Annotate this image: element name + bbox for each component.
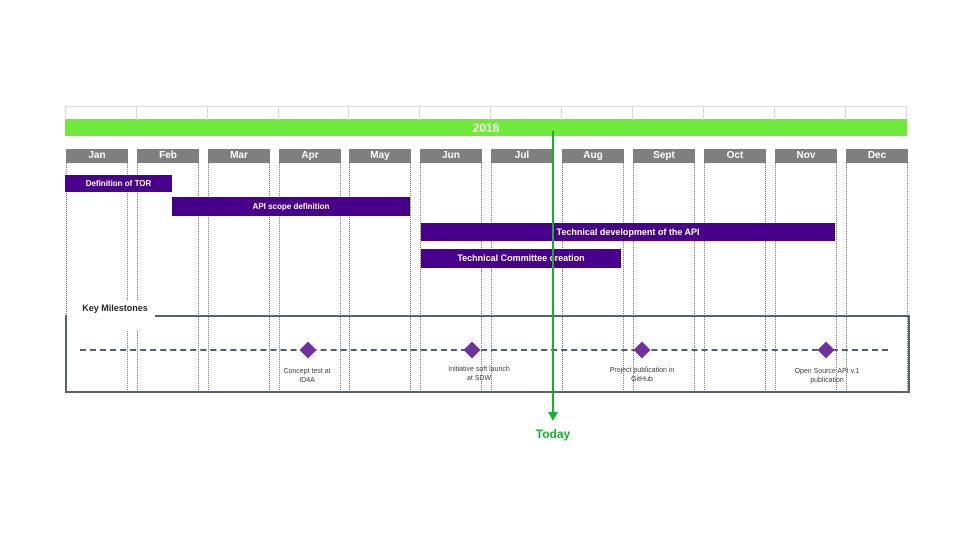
gridline: [623, 163, 624, 392]
month-label: Apr: [279, 149, 341, 163]
month-column-nov: Nov: [775, 149, 837, 163]
top-band-tick: [632, 106, 633, 120]
top-band-tick: [207, 106, 208, 120]
month-column-sept: Sept: [633, 149, 695, 163]
gridline: [694, 163, 695, 392]
month-column-may: May: [349, 149, 411, 163]
month-label: Jan: [66, 149, 128, 163]
gridline: [349, 163, 350, 392]
top-band-tick: [419, 106, 420, 120]
top-band-tick: [136, 106, 137, 120]
month-column-jul: Jul: [491, 149, 553, 163]
top-band-tick: [703, 106, 704, 120]
month-label: May: [349, 149, 411, 163]
month-label: Jul: [491, 149, 553, 163]
month-column-aug: Aug: [562, 149, 624, 163]
month-column-dec: Dec: [846, 149, 908, 163]
gridline: [340, 163, 341, 392]
month-label: Nov: [775, 149, 837, 163]
milestone-label-api-publication: Open Source API v.1 publication: [794, 368, 860, 384]
milestones-title: Key Milestones: [82, 303, 148, 313]
today-marker-line: [552, 131, 554, 414]
task-bar-api-scope-definition: API scope definition: [172, 197, 410, 216]
gridline: [137, 163, 138, 392]
milestone-label-github: Project publication in GitHub: [609, 367, 675, 383]
gridline: [481, 163, 482, 392]
month-label: Feb: [137, 149, 199, 163]
top-band-tick: [490, 106, 491, 120]
top-band-tick: [845, 106, 846, 120]
month-column-mar: Mar: [208, 149, 270, 163]
gridline: [198, 163, 199, 392]
top-band-tick: [774, 106, 775, 120]
gridline: [765, 163, 766, 392]
gridline: [846, 163, 847, 392]
milestone-label-soft-launch: Initiative soft launch at SDW: [448, 366, 510, 382]
milestones-box: [65, 315, 910, 393]
today-arrow-icon: [548, 412, 558, 421]
gridline: [562, 163, 563, 392]
milestone-label-concept-test: Concept test at ID4A: [283, 368, 331, 384]
gridline: [704, 163, 705, 392]
month-column-apr: Apr: [279, 149, 341, 163]
gridline: [775, 163, 776, 392]
top-band: [65, 106, 907, 120]
gridline: [907, 163, 908, 392]
milestones-dashed-line: [80, 349, 888, 351]
gridline: [633, 163, 634, 392]
task-bar-technical-development: Technical development of the API: [421, 223, 835, 241]
gridline: [410, 163, 411, 392]
gridline: [420, 163, 421, 392]
month-label: Mar: [208, 149, 270, 163]
month-column-jun: Jun: [420, 149, 482, 163]
gridline: [491, 163, 492, 392]
month-label: Oct: [704, 149, 766, 163]
task-bar-definition-of-tor: Definition of TOR: [65, 175, 172, 192]
gridline: [66, 163, 67, 392]
task-bar-technical-committee: Technical Committee creation: [421, 249, 621, 268]
month-label: Aug: [562, 149, 624, 163]
top-band-tick: [348, 106, 349, 120]
top-band-tick: [561, 106, 562, 120]
month-column-oct: Oct: [704, 149, 766, 163]
milestones-title-mask: [67, 300, 155, 330]
year-bar: 2018: [65, 119, 907, 136]
top-band-tick: [65, 106, 66, 120]
gridline: [279, 163, 280, 392]
gridline: [836, 163, 837, 392]
gridline: [269, 163, 270, 392]
month-column-jan: Jan: [66, 149, 128, 163]
month-label: Jun: [420, 149, 482, 163]
today-label: Today: [535, 427, 571, 441]
month-label: Dec: [846, 149, 908, 163]
gridline: [208, 163, 209, 392]
top-band-tick: [278, 106, 279, 120]
gridline: [127, 163, 128, 392]
month-column-feb: Feb: [137, 149, 199, 163]
month-label: Sept: [633, 149, 695, 163]
